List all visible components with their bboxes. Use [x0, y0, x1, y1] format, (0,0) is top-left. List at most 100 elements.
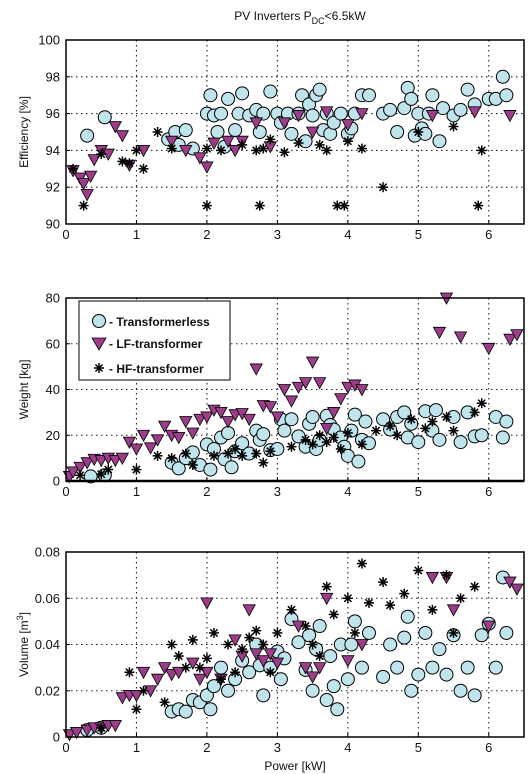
volume-point-transformerless — [488, 660, 503, 675]
efficiency-point-lf_transformer — [305, 126, 320, 139]
volume-point-hf_transformer — [230, 667, 241, 678]
efficiency-point-transformerless — [284, 126, 299, 141]
volume-point-hf_transformer — [441, 570, 452, 581]
x-tick-label: 5 — [415, 740, 422, 755]
x-tick-label: 0 — [62, 227, 69, 242]
weight-point-hf_transformer — [321, 437, 332, 448]
volume-panel: 0 1 2 3 4 5 6 0 0.02 0.04 0.06 0.08 Volume [m3] Power… — [15, 545, 525, 773]
weight-point-lf_transformer — [122, 436, 137, 449]
y-tick-label: 0.08 — [35, 545, 60, 560]
efficiency-point-hf_transformer — [166, 143, 177, 154]
x-tick-label: 1 — [133, 227, 140, 242]
volume-point-transformerless — [390, 660, 405, 675]
weight-point-lf_transformer — [432, 326, 447, 340]
weight-point-transformerless — [474, 428, 489, 443]
efficiency-point-hf_transformer — [78, 200, 89, 211]
y-tick-label: 0.04 — [35, 637, 60, 652]
volume-point-transformerless — [273, 672, 288, 687]
volume-point-hf_transformer — [469, 581, 480, 592]
volume-point-hf_transformer — [201, 653, 212, 664]
volume-point-hf_transformer — [363, 597, 374, 608]
efficiency-point-hf_transformer — [138, 163, 149, 174]
weight-point-transformerless — [83, 469, 98, 484]
weight-point-lf_transformer — [334, 393, 348, 406]
efficiency-point-hf_transformer — [265, 134, 276, 145]
volume-point-hf_transformer — [286, 604, 297, 615]
weight-point-transformerless — [256, 427, 271, 442]
weight-point-lf_transformer — [355, 384, 369, 397]
weight-point-lf_transformer — [186, 427, 200, 440]
volume-point-hf_transformer — [448, 627, 459, 638]
volume-point-transformerless — [474, 628, 489, 643]
efficiency-point-hf_transformer — [448, 121, 459, 132]
volume-point-transformerless — [312, 619, 327, 633]
volume-point-hf_transformer — [328, 609, 339, 620]
weight-point-transformerless — [340, 448, 355, 463]
weight-point-lf_transformer — [80, 457, 94, 470]
weight-point-transformerless — [351, 454, 366, 469]
legend-marker-lf — [91, 337, 107, 351]
weight-point-hf_transformer — [180, 448, 191, 459]
volume-point-lf_transformer — [263, 648, 278, 661]
efficiency-point-lf_transformer — [80, 189, 94, 202]
volume-point-transformerless — [242, 665, 257, 680]
volume-point-transformerless — [383, 637, 398, 652]
weight-point-hf_transformer — [75, 470, 86, 481]
volume-point-lf_transformer — [242, 604, 256, 617]
volume-point-transformerless — [397, 630, 412, 645]
y-tick-label: 0.02 — [35, 683, 60, 698]
plot-frame — [65, 39, 525, 225]
weight-point-hf_transformer — [265, 446, 276, 457]
efficiency-point-hf_transformer — [476, 145, 487, 156]
efficiency-point-lf_transformer — [165, 135, 179, 149]
volume-point-hf_transformer — [194, 662, 205, 673]
weight-point-lf_transformer — [221, 416, 235, 429]
volume-point-lf_transformer — [510, 583, 524, 596]
volume-point-lf_transformer — [312, 662, 327, 675]
y-tick-label: 0 — [53, 730, 60, 745]
weight-point-hf_transformer — [441, 411, 452, 422]
volume-point-hf_transformer — [216, 674, 227, 685]
volume-point-hf_transformer — [166, 639, 177, 650]
volume-point-hf_transformer — [427, 604, 438, 615]
efficiency-point-lf_transformer — [207, 137, 221, 150]
weight-point-lf_transformer — [327, 406, 341, 420]
volume-point-transformerless — [326, 679, 341, 694]
volume-point-transformerless — [425, 660, 440, 675]
weight-point-lf_transformer — [453, 331, 468, 344]
efficiency-point-lf_transformer — [249, 117, 263, 130]
weight-point-lf_transformer — [305, 356, 320, 369]
weight-point-transformerless — [411, 435, 426, 450]
volume-point-transformerless — [340, 672, 355, 687]
efficiency-point-hf_transformer — [413, 127, 424, 137]
volume-point-hf_transformer — [385, 600, 396, 611]
efficiency-point-transformerless — [214, 106, 229, 121]
volume-point-transformerless — [432, 642, 447, 657]
volume-point-hf_transformer — [258, 639, 269, 650]
volume-point-hf_transformer — [399, 588, 410, 599]
volume-point-transformerless — [256, 688, 271, 703]
weight-point-hf_transformer — [152, 450, 163, 461]
y-tick-label: 20 — [46, 428, 60, 443]
efficiency-point-hf_transformer — [251, 145, 262, 156]
efficiency-point-transformerless — [326, 115, 341, 130]
efficiency-point-hf_transformer — [314, 139, 325, 150]
weight-point-hf_transformer — [307, 439, 318, 450]
efficiency-point-hf_transformer — [293, 138, 304, 149]
volume-point-hf_transformer — [314, 651, 325, 662]
y-tick-label: 92 — [46, 180, 60, 195]
weight-point-lf_transformer — [298, 377, 313, 390]
weight-y-axis-label: Weight [kg] — [17, 360, 31, 420]
x-tick-label: 6 — [485, 484, 492, 499]
weight-point-transformerless — [277, 423, 292, 438]
efficiency-point-lf_transformer — [221, 135, 235, 149]
efficiency-point-transformerless — [425, 88, 440, 103]
weight-point-lf_transformer — [73, 461, 87, 475]
x-tick-label: 5 — [415, 484, 422, 499]
efficiency-point-transformerless — [256, 106, 271, 121]
volume-point-lf_transformer — [150, 673, 165, 687]
efficiency-point-transformerless — [495, 69, 510, 84]
efficiency-point-hf_transformer — [131, 145, 142, 156]
efficiency-point-hf_transformer — [117, 156, 128, 167]
